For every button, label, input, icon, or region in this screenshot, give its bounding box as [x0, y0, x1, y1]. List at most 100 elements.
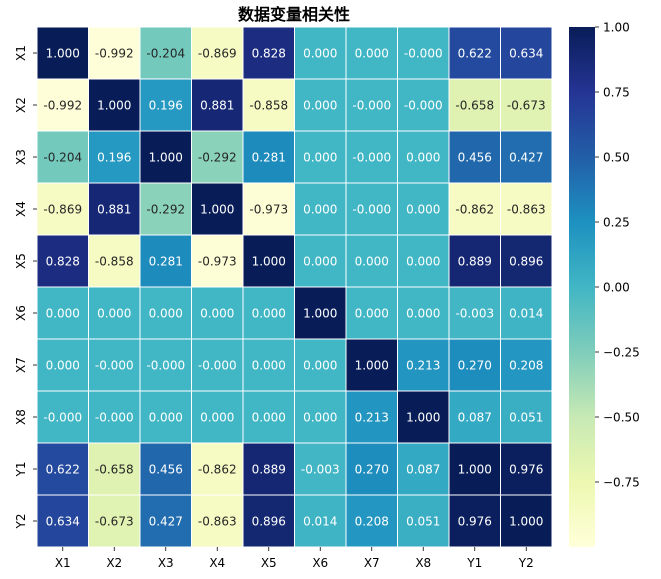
cell-value-label: 0.000	[303, 255, 337, 269]
heatmap-cell	[36, 182, 89, 236]
cell-value-label: 0.270	[355, 463, 389, 477]
cell-value-label: 1.000	[200, 203, 234, 217]
heatmap-cell	[88, 390, 141, 444]
heatmap-cell	[397, 390, 450, 444]
heatmap-cell	[448, 78, 501, 132]
colorbar-tick-label: 0.75	[603, 86, 630, 100]
cell-value-label: -0.000	[352, 99, 391, 113]
heatmap-cell	[242, 130, 295, 184]
cell-value-label: 0.014	[509, 307, 543, 321]
cell-value-label: 0.896	[252, 515, 286, 529]
cell-value-label: 0.000	[200, 411, 234, 425]
cell-value-label: 0.000	[406, 203, 440, 217]
cell-value-label: 0.213	[406, 359, 440, 373]
heatmap-cell	[345, 442, 398, 496]
heatmap-cell	[242, 286, 295, 340]
y-tick-label: X2	[14, 97, 28, 113]
heatmap-cell	[294, 78, 347, 132]
cell-value-label: -0.673	[95, 515, 134, 529]
heatmap-cell	[397, 234, 450, 288]
cell-value-label: -0.863	[198, 515, 237, 529]
cell-value-label: -0.858	[95, 255, 134, 269]
cell-value-label: -0.003	[301, 463, 340, 477]
cell-value-label: 0.087	[406, 463, 440, 477]
cell-value-label: 0.889	[458, 255, 492, 269]
cell-value-label: 0.889	[252, 463, 286, 477]
heatmap-cell	[345, 494, 398, 548]
heatmap-cell	[294, 286, 347, 340]
cell-value-label: 0.000	[406, 255, 440, 269]
heatmap-cell	[139, 26, 192, 80]
heatmap-cell	[191, 442, 244, 496]
cell-value-label: 1.000	[509, 515, 543, 529]
heatmap-cell	[345, 338, 398, 392]
cell-value-label: 0.000	[355, 307, 389, 321]
y-tick-label: X8	[14, 409, 28, 425]
y-axis: X1 X2 X3 X4 X5 X6 X7 X8 Y1 Y2	[14, 45, 37, 529]
cell-value-label: 0.196	[149, 99, 183, 113]
cell-value-label: 0.000	[46, 307, 80, 321]
cell-value-label: -0.000	[352, 203, 391, 217]
heatmap-cell	[191, 286, 244, 340]
colorbar-tick-label: −0.75	[603, 476, 640, 490]
cell-value-label: 0.634	[509, 47, 543, 61]
heatmap-cell	[500, 130, 553, 184]
colorbar-tick-label: 0.00	[603, 281, 630, 295]
x-tick-label: X2	[106, 556, 122, 570]
heatmap-cell	[448, 338, 501, 392]
cell-value-label: 0.000	[303, 47, 337, 61]
cell-value-label: 0.000	[303, 203, 337, 217]
cell-value-label: 1.000	[355, 359, 389, 373]
cell-value-label: 0.208	[355, 515, 389, 529]
cell-value-label: 0.281	[149, 255, 183, 269]
cell-value-label: 0.622	[46, 463, 80, 477]
cell-value-label: -0.862	[455, 203, 494, 217]
heatmap-cell	[448, 494, 501, 548]
heatmap-cell	[242, 234, 295, 288]
cell-value-label: -0.862	[198, 463, 237, 477]
heatmap-cell	[88, 130, 141, 184]
heatmap-cell	[448, 442, 501, 496]
colorbar-tick-label: −0.50	[603, 411, 640, 425]
cell-value-label: 1.000	[303, 307, 337, 321]
cell-value-label: 0.896	[509, 255, 543, 269]
cell-value-label: 0.000	[252, 307, 286, 321]
cell-value-label: 1.000	[149, 151, 183, 165]
cell-value-label: 0.000	[149, 307, 183, 321]
colorbar: 1.00 0.75 0.50 0.25 0.00 −0.25 −0.50 −0.75	[569, 21, 640, 547]
cell-value-label: 1.000	[406, 411, 440, 425]
heatmap-cell	[345, 182, 398, 236]
cell-value-label: -0.000	[95, 411, 134, 425]
heatmap-cell	[500, 26, 553, 80]
x-tick-label: X7	[364, 556, 380, 570]
x-tick-label: X4	[209, 556, 225, 570]
heatmap-cell	[448, 390, 501, 444]
cell-value-label: -0.658	[455, 99, 494, 113]
cell-value-label: 0.000	[303, 151, 337, 165]
heatmap-cell	[139, 286, 192, 340]
cell-value-label: 0.828	[252, 47, 286, 61]
cell-value-label: -0.292	[146, 203, 185, 217]
cell-value-label: -0.658	[95, 463, 134, 477]
heatmap-cell	[397, 494, 450, 548]
cell-value-label: 0.087	[458, 411, 492, 425]
cell-value-label: 0.000	[252, 359, 286, 373]
heatmap-cell	[500, 494, 553, 548]
heatmap-cell	[345, 78, 398, 132]
cell-value-label: 1.000	[46, 47, 80, 61]
y-tick-label: X5	[14, 253, 28, 269]
heatmap-cell	[500, 78, 553, 132]
heatmap-cell	[36, 494, 89, 548]
heatmap-cell	[242, 442, 295, 496]
cell-value-label: 0.196	[97, 151, 131, 165]
cell-value-label: 0.000	[97, 307, 131, 321]
heatmap-cell	[345, 390, 398, 444]
heatmap-cell	[500, 234, 553, 288]
cell-value-label: -0.292	[198, 151, 237, 165]
cell-value-label: 0.976	[458, 515, 492, 529]
x-tick-label: X1	[55, 556, 71, 570]
cell-value-label: 0.000	[303, 359, 337, 373]
heatmap-cell	[397, 442, 450, 496]
cell-value-label: 0.270	[458, 359, 492, 373]
